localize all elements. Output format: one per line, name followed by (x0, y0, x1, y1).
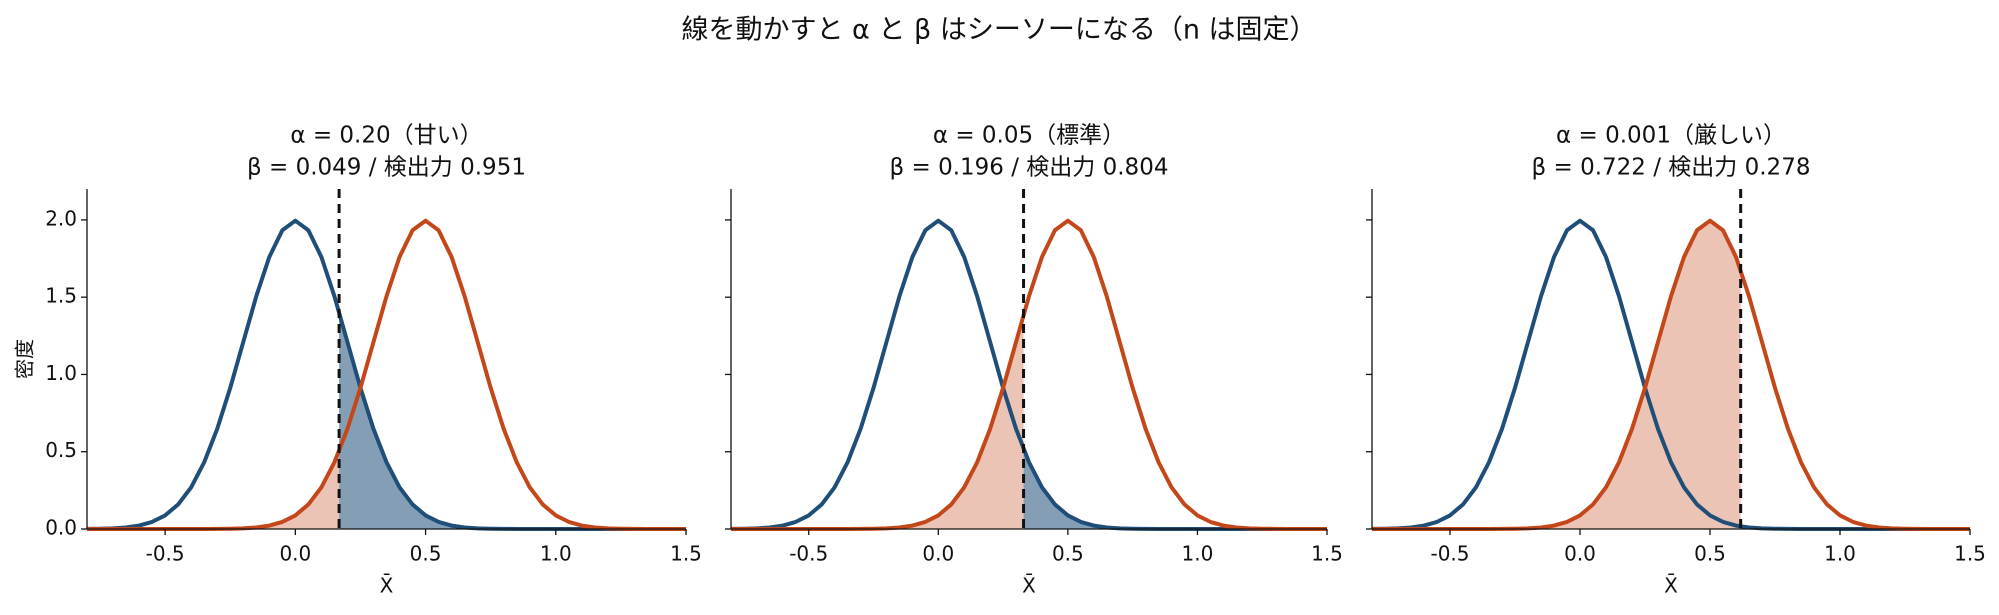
x-tick-label: 1.0 (1824, 542, 1856, 566)
x-axis-label: X̄ (1664, 573, 1678, 598)
x-tick-label: 0.0 (1564, 542, 1596, 566)
x-tick-label: 0.0 (279, 542, 311, 566)
x-tick-label: -0.5 (146, 542, 185, 566)
subplot-title: β = 0.049 / 検出力 0.951 (247, 155, 526, 181)
x-tick-label: -0.5 (1430, 542, 1469, 566)
x-tick-label: 0.5 (1052, 542, 1084, 566)
subplot-title: β = 0.196 / 検出力 0.804 (890, 155, 1169, 181)
subplot-title: α = 0.20（甘い） (290, 123, 482, 149)
alpha-area (339, 312, 686, 529)
subplot-title: β = 0.722 / 検出力 0.278 (1532, 155, 1811, 181)
x-tick-label: 0.0 (922, 542, 954, 566)
x-tick-label: 1.5 (1954, 542, 1986, 566)
figure-title: 線を動かすと α と β はシーソーになる（n は固定） (681, 15, 1316, 46)
beta-area (1372, 220, 1741, 529)
x-tick-label: 0.5 (410, 542, 442, 566)
x-tick-label: 1.0 (540, 542, 572, 566)
y-tick-label: 2.0 (45, 206, 77, 230)
y-axis-label: 密度 (13, 339, 37, 379)
beta-area (731, 315, 1024, 529)
beta-area (87, 450, 340, 529)
x-axis-label: X̄ (380, 573, 394, 598)
alpha-area (1023, 448, 1327, 529)
x-axis-label: X̄ (1022, 573, 1036, 598)
subplot-title: α = 0.001（厳しい） (1556, 123, 1786, 149)
x-tick-label: 1.5 (670, 542, 702, 566)
x-tick-label: 1.0 (1182, 542, 1214, 566)
x-tick-label: -0.5 (789, 542, 828, 566)
y-tick-label: 1.0 (45, 361, 77, 385)
y-tick-label: 0.5 (45, 438, 77, 462)
x-tick-label: 1.5 (1311, 542, 1343, 566)
y-tick-label: 1.5 (45, 284, 77, 308)
y-tick-label: 0.0 (45, 516, 77, 540)
x-tick-label: 0.5 (1694, 542, 1726, 566)
subplot-title: α = 0.05（標準） (933, 123, 1125, 149)
